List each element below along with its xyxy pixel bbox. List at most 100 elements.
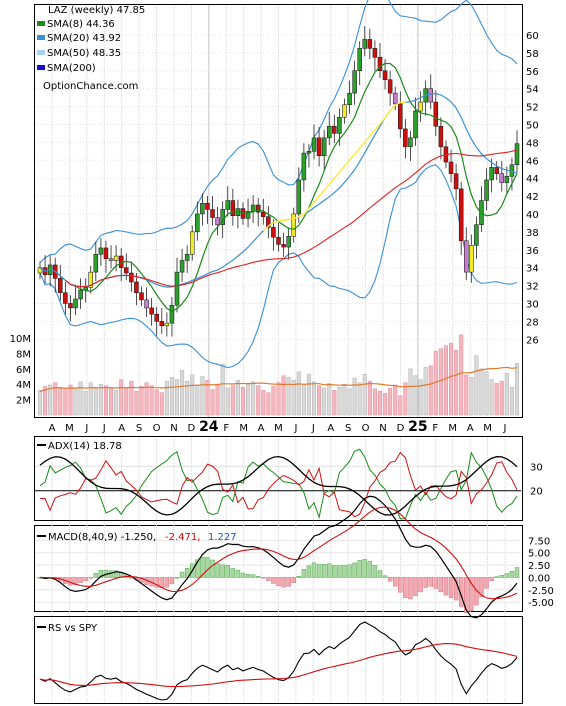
macd-histogram-bar — [479, 577, 484, 598]
candle-body — [514, 143, 520, 165]
volume-bar — [403, 382, 408, 416]
candle-body — [103, 247, 109, 259]
macd-histogram-bar — [377, 570, 383, 578]
macd-histogram-bar — [448, 577, 454, 598]
volume-bar — [190, 374, 195, 416]
macd-histogram-bar — [235, 569, 241, 578]
volume-bar — [504, 373, 509, 416]
legend-swatch-sma200 — [37, 65, 45, 70]
candle-body — [261, 211, 266, 217]
price-tick-label: 50 — [526, 120, 539, 131]
bollinger-lower — [39, 164, 518, 369]
volume-bar — [459, 334, 464, 416]
macd-histogram-bar — [393, 577, 398, 587]
volume-bar — [266, 392, 271, 416]
macd-histogram-bar — [387, 577, 393, 582]
volume-bar — [271, 386, 276, 416]
volume-bar — [322, 387, 327, 416]
macd-histogram-bar — [408, 577, 413, 600]
macd-histogram-bar — [423, 577, 428, 588]
volume-bar — [83, 390, 88, 416]
volume-bar — [281, 375, 286, 416]
candle-body — [93, 253, 99, 273]
macd-histogram-bar — [154, 577, 159, 588]
candle-body — [144, 299, 149, 309]
candle-body — [139, 292, 144, 301]
volume-bar — [372, 388, 377, 416]
volume-tick-label: 8M — [16, 349, 31, 360]
x-tick-label: O — [153, 423, 161, 434]
macd-histogram-bar — [484, 577, 489, 589]
macd-histogram-bar — [458, 577, 464, 607]
macd-histogram-bar — [403, 577, 408, 598]
candle-body — [174, 271, 180, 306]
candle-body — [453, 173, 459, 190]
price-tick-label: 34 — [526, 264, 539, 275]
macd-histogram-bar — [296, 576, 301, 578]
candle-body — [458, 188, 464, 242]
volume-bar — [174, 379, 180, 416]
volume-bar — [291, 380, 296, 416]
candle-body — [362, 39, 368, 49]
price-tick-label: 60 — [526, 31, 539, 42]
candle-body — [113, 255, 119, 261]
candle-body — [306, 151, 312, 154]
adx-plus-di-line — [39, 448, 518, 520]
macd-histogram-bar — [93, 573, 99, 578]
volume-bar — [109, 387, 114, 416]
x-tick-label: J — [102, 423, 106, 434]
x-tick-label: A — [467, 423, 474, 434]
volume-bar — [342, 383, 347, 416]
macd-histogram-bar — [499, 575, 504, 578]
candle-body — [311, 137, 317, 152]
macd-tick-label: 0.00 — [528, 573, 550, 584]
macd-title: MACD(8,40,9) -1.250, — [48, 532, 156, 543]
macd-tick-label: -2.50 — [528, 586, 554, 597]
volume-bar — [418, 379, 423, 416]
price-panel-frame — [34, 4, 523, 418]
candle-body — [342, 104, 347, 118]
volume-bar — [393, 384, 398, 416]
volume-bar — [230, 385, 235, 416]
macd-histogram-bar — [321, 564, 327, 578]
candle-body — [433, 101, 439, 127]
candle-body — [337, 117, 342, 134]
macd-histogram-bar — [98, 569, 104, 578]
price-tick-label: 58 — [526, 49, 539, 60]
macd-tick-label: 7.50 — [528, 536, 550, 547]
adx-panel-frame — [34, 436, 523, 521]
macd-histogram-bar — [438, 577, 444, 593]
macd-histogram-bar — [271, 577, 276, 584]
rs-title: RS vs SPY — [48, 623, 98, 634]
volume-bar — [139, 386, 144, 416]
volume-bar — [296, 371, 301, 416]
volume-bar — [37, 390, 43, 416]
macd-histogram-bar — [372, 565, 378, 578]
candle-body — [98, 247, 104, 255]
volume-bar — [332, 390, 337, 416]
candle-body — [189, 231, 195, 255]
macd-histogram-bar — [174, 577, 180, 579]
candle-body — [494, 167, 499, 174]
volume-bar — [428, 365, 433, 416]
candle-body — [63, 292, 68, 304]
candle-body — [245, 211, 251, 219]
x-tick-label: M — [239, 423, 248, 434]
volume-bar — [489, 379, 494, 416]
volume-bar — [347, 388, 352, 416]
macd-histogram-bar — [469, 577, 474, 611]
volume-bar — [185, 380, 190, 416]
candle-body — [210, 209, 215, 218]
candle-body — [484, 179, 489, 201]
bollinger-bands — [39, 0, 518, 369]
macd-histogram-bar — [413, 577, 418, 596]
volume-bar — [78, 381, 83, 416]
volume-bar — [256, 385, 261, 416]
volume-bar — [499, 380, 504, 416]
volume-bar — [408, 368, 413, 416]
axis-labels: A M J J A S O N D 24 F M A M J J A S O N D 25 F M A M J60585654525… — [10, 31, 554, 609]
volume-bar — [195, 384, 200, 416]
macd-histogram-bar — [139, 577, 144, 583]
x-tick-label: 25 — [408, 419, 427, 435]
macd-histogram-bar — [83, 577, 88, 581]
